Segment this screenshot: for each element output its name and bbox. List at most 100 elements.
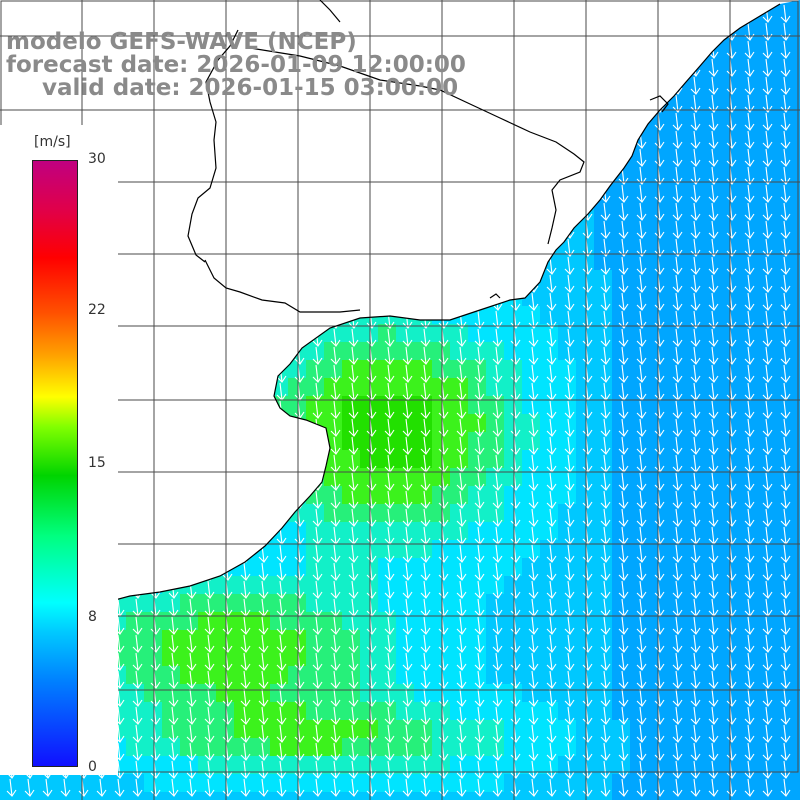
- field-cell: [180, 720, 199, 739]
- field-cell: [612, 270, 631, 289]
- field-cell: [720, 648, 739, 667]
- field-cell: [702, 270, 721, 289]
- field-cell: [738, 90, 757, 109]
- field-cell: [756, 432, 775, 451]
- field-cell: [180, 774, 199, 793]
- field-cell: [414, 378, 433, 397]
- field-cell: [450, 612, 469, 631]
- field-cell: [396, 450, 415, 469]
- field-cell: [162, 774, 181, 793]
- field-cell: [432, 612, 451, 631]
- field-cell: [738, 720, 757, 739]
- field-cell: [738, 792, 757, 800]
- field-cell: [126, 738, 145, 757]
- field-cell: [396, 792, 415, 800]
- field-cell: [792, 522, 800, 541]
- field-cell: [738, 180, 757, 199]
- field-cell: [288, 756, 307, 775]
- field-cell: [450, 756, 469, 775]
- field-cell: [594, 414, 613, 433]
- field-cell: [756, 306, 775, 325]
- field-cell: [684, 756, 703, 775]
- field-cell: [738, 252, 757, 271]
- field-cell: [558, 486, 577, 505]
- field-cell: [450, 360, 469, 379]
- field-cell: [360, 630, 379, 649]
- field-cell: [666, 450, 685, 469]
- field-cell: [756, 252, 775, 271]
- field-cell: [684, 558, 703, 577]
- field-cell: [234, 612, 253, 631]
- field-cell: [306, 360, 325, 379]
- field-cell: [594, 396, 613, 415]
- field-cell: [504, 378, 523, 397]
- field-cell: [414, 612, 433, 631]
- field-cell: [468, 378, 487, 397]
- field-cell: [738, 198, 757, 217]
- field-cell: [702, 126, 721, 145]
- colorbar-tick-30: 30: [88, 151, 106, 167]
- field-cell: [378, 360, 397, 379]
- field-cell: [468, 684, 487, 703]
- field-cell: [756, 324, 775, 343]
- field-cell: [288, 558, 307, 577]
- field-cell: [792, 558, 800, 577]
- field-cell: [180, 630, 199, 649]
- field-cell: [720, 36, 739, 55]
- field-cell: [720, 252, 739, 271]
- field-cell: [252, 684, 271, 703]
- field-cell: [306, 666, 325, 685]
- field-cell: [234, 630, 253, 649]
- field-cell: [756, 558, 775, 577]
- field-cell: [378, 774, 397, 793]
- field-cell: [522, 486, 541, 505]
- field-cell: [432, 378, 451, 397]
- field-cell: [360, 378, 379, 397]
- field-cell: [756, 414, 775, 433]
- field-cell: [774, 522, 793, 541]
- field-cell: [252, 720, 271, 739]
- field-cell: [774, 270, 793, 289]
- field-cell: [288, 396, 307, 415]
- field-cell: [540, 288, 559, 307]
- field-cell: [486, 468, 505, 487]
- field-cell: [630, 774, 649, 793]
- field-cell: [396, 702, 415, 721]
- field-cell: [0, 774, 19, 793]
- field-cell: [684, 144, 703, 163]
- field-cell: [612, 468, 631, 487]
- coastline: [0, 0, 781, 621]
- field-cell: [774, 54, 793, 73]
- field-cell: [720, 72, 739, 91]
- field-cell: [378, 486, 397, 505]
- field-cell: [504, 486, 523, 505]
- field-cell: [756, 378, 775, 397]
- field-cell: [432, 576, 451, 595]
- field-cell: [684, 432, 703, 451]
- field-cell: [648, 666, 667, 685]
- field-cell: [720, 522, 739, 541]
- field-cell: [666, 558, 685, 577]
- field-cell: [684, 720, 703, 739]
- field-cell: [342, 774, 361, 793]
- field-cell: [774, 342, 793, 361]
- field-cell: [144, 684, 163, 703]
- field-cell: [180, 702, 199, 721]
- field-cell: [684, 324, 703, 343]
- field-cell: [684, 774, 703, 793]
- field-cell: [216, 684, 235, 703]
- field-cell: [540, 756, 559, 775]
- field-cell: [198, 702, 217, 721]
- field-cell: [432, 630, 451, 649]
- field-cell: [684, 162, 703, 181]
- field-cell: [252, 576, 271, 595]
- field-cell: [594, 468, 613, 487]
- field-cell: [432, 504, 451, 523]
- field-cell: [324, 504, 343, 523]
- field-cell: [666, 378, 685, 397]
- field-cell: [774, 792, 793, 800]
- field-cell: [450, 558, 469, 577]
- field-cell: [576, 468, 595, 487]
- field-cell: [684, 270, 703, 289]
- field-cell: [486, 396, 505, 415]
